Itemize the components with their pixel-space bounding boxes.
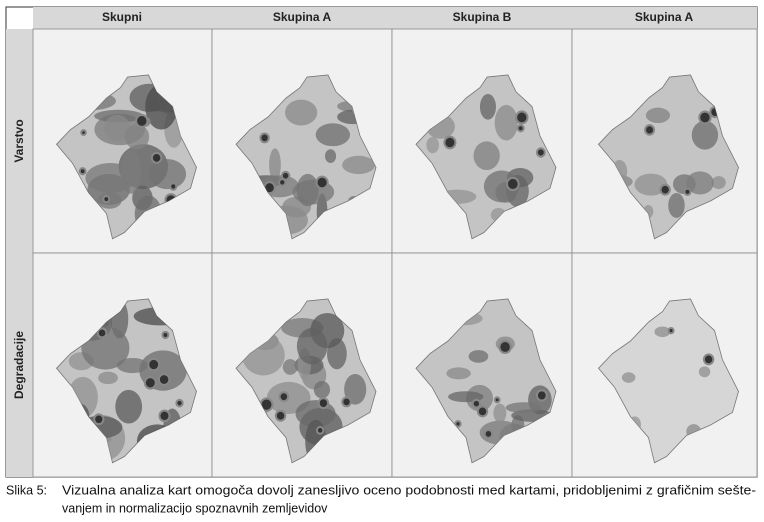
map-blob [473,141,500,171]
map-dot [93,413,105,426]
map-dot [516,124,525,133]
map-dot [698,110,712,125]
map-dot [454,420,462,428]
map-dot [143,376,157,390]
map-blob [115,389,143,424]
map-blob [711,176,726,190]
column-header: Skupni [102,10,142,24]
caption-label: Slika 5: [6,483,47,497]
map [235,298,377,464]
map-blob [269,148,281,182]
map-dot [535,147,546,158]
map-dot [317,397,330,410]
map-blob [285,99,318,126]
map-dot [96,327,108,339]
map-blob [148,159,187,190]
map-dot [161,330,170,340]
map-blob [634,173,668,196]
column-header: Skupina B [453,10,512,24]
map-blob [621,372,636,383]
map-blob [324,149,337,164]
map-blob [505,402,543,414]
map-blob [691,120,719,150]
map-dot [135,113,149,128]
column-header: Skupina A [635,10,694,24]
map-dot [80,129,87,137]
map-blob [296,327,328,365]
map-blob [104,114,130,142]
map-blob [686,171,714,195]
map-dot [150,151,163,164]
map-blob [98,371,118,385]
row-label-bar [6,29,33,477]
map-blob [426,136,439,154]
map-dot [158,409,171,423]
map-dot [515,110,529,125]
map-blob [315,123,351,147]
map-blob [493,403,507,423]
map-dot [667,326,675,335]
map-dot [644,124,656,136]
column-header: Skupina A [273,10,332,24]
map-blob [494,104,518,141]
map-dot [169,182,178,191]
map-dot [175,398,184,408]
map-blob [124,124,150,150]
map-dot [274,409,287,422]
map-blob [479,93,496,120]
map-dot [471,398,482,409]
map-dot [259,132,270,144]
map-dot [315,425,325,435]
map-blob [698,366,711,378]
map-blob [282,359,298,375]
row-label: Varstvo [12,119,26,162]
map-dot [483,428,494,439]
map-blob [654,326,671,338]
map-dot [498,339,512,355]
caption-text: vanjem in normalizacijo spoznavnih zemlj… [62,501,328,515]
map-dot [341,396,352,408]
map-dot [476,405,489,418]
map-dot [278,391,290,403]
row-label: Degradacije [12,331,26,399]
map-dot [157,373,171,387]
map-blob [81,326,130,370]
map-blob [344,374,367,405]
map-blob [120,148,142,194]
caption-text: Vizualna analiza kart omogoča dovolj zan… [62,483,756,497]
map-dot [102,194,111,204]
map-blob [116,357,149,374]
map-dot [147,357,161,372]
map-dot [535,389,548,402]
map-dot [702,353,715,366]
map-blobs [241,312,367,463]
map-blob [668,192,685,218]
header-bar [33,7,757,29]
map-dot [443,135,457,150]
map-dot [78,167,87,176]
map-blob [313,380,331,399]
map-blob [342,155,375,175]
map-blob [468,350,489,363]
map-blob [645,107,671,124]
map-dot [493,396,501,404]
map-dot [280,170,291,181]
map-blob [296,173,319,207]
map-dot [683,187,692,197]
map-dot [315,175,329,190]
map-blob [446,367,471,380]
map-dot [506,176,520,192]
map-dot [659,183,671,196]
